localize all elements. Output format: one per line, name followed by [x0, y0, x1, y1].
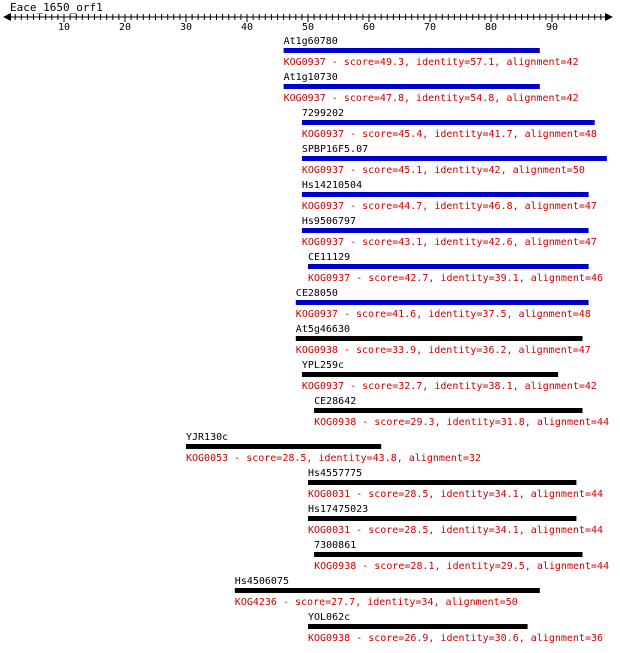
- hit-row[interactable]: CE28050 KOG0937 - score=41.6, identity=37…: [295, 288, 591, 320]
- hit-alignment-bar[interactable]: [283, 48, 540, 53]
- hit-row[interactable]: Hs14210504 KOG0937 - score=44.7, identity…: [301, 180, 597, 212]
- ruler-tick-label: 20: [119, 22, 131, 33]
- hit-row[interactable]: YPL259c KOG0937 - score=32.7, identity=38…: [301, 360, 597, 392]
- hit-alignment-bar[interactable]: [314, 408, 583, 413]
- hit-name[interactable]: CE11129: [308, 252, 350, 263]
- ruler-tick-label: 10: [58, 22, 70, 33]
- hit-details: KOG0938 - score=26.9, identity=30.6, ali…: [308, 633, 603, 644]
- hit-details: KOG0938 - score=33.9, identity=36.2, ali…: [296, 345, 591, 356]
- ruler-tick-label: 30: [180, 22, 192, 33]
- hit-alignment-bar[interactable]: [283, 84, 540, 89]
- hit-alignment-bar[interactable]: [295, 300, 589, 305]
- position-ruler: 10 20 30 40 50 60 70 80 90: [3, 13, 613, 33]
- hit-alignment-bar[interactable]: [308, 624, 528, 629]
- hit-row[interactable]: Hs9506797 KOG0937 - score=43.1, identity=…: [301, 216, 597, 248]
- ruler-tick-label: 90: [546, 22, 558, 33]
- hit-alignment-bar[interactable]: [308, 516, 577, 521]
- hit-row[interactable]: Hs17475023 KOG0031 - score=28.5, identity…: [308, 504, 603, 536]
- hit-details: KOG0937 - score=41.6, identity=37.5, ali…: [296, 309, 591, 320]
- hit-row[interactable]: Hs4506075 KOG4236 - score=27.7, identity=…: [234, 576, 540, 608]
- hit-name[interactable]: YJR130c: [186, 432, 228, 443]
- hit-name[interactable]: Hs14210504: [302, 180, 362, 191]
- ruler-tick-label: 40: [241, 22, 253, 33]
- ruler-tick-label: 80: [485, 22, 497, 33]
- hit-row[interactable]: CE11129 KOG0937 - score=42.7, identity=39…: [308, 252, 603, 284]
- hit-name[interactable]: Hs4557775: [308, 468, 362, 479]
- hit-name[interactable]: Hs4506075: [235, 576, 289, 587]
- hit-details: KOG0937 - score=32.7, identity=38.1, ali…: [302, 381, 597, 392]
- ruler-left-arrow-icon: [3, 13, 11, 21]
- hit-alignment-bar[interactable]: [295, 336, 583, 341]
- hit-name[interactable]: 7299202: [302, 108, 344, 119]
- hit-alignment-bar[interactable]: [234, 588, 540, 593]
- hit-row[interactable]: At1g10730 KOG0937 - score=47.8, identity=…: [283, 72, 579, 104]
- hit-row[interactable]: YJR130c KOG0053 - score=28.5, identity=43…: [186, 432, 481, 464]
- hit-alignment-bar[interactable]: [186, 444, 382, 449]
- hit-alignment-bar[interactable]: [301, 372, 559, 377]
- hit-details: KOG0937 - score=44.7, identity=46.8, ali…: [302, 201, 597, 212]
- hit-details: KOG0937 - score=45.4, identity=41.7, ali…: [302, 129, 597, 140]
- hit-name[interactable]: CE28050: [296, 288, 338, 299]
- hit-name[interactable]: At1g10730: [284, 72, 338, 83]
- hit-alignment-bar[interactable]: [308, 480, 577, 485]
- hit-row[interactable]: 7299202 KOG0937 - score=45.4, identity=41…: [301, 108, 597, 140]
- hit-alignment-bar[interactable]: [308, 264, 589, 269]
- hit-details: KOG0938 - score=29.3, identity=31.8, ali…: [314, 417, 609, 428]
- hit-details: KOG0031 - score=28.5, identity=34.1, ali…: [308, 489, 603, 500]
- hit-row[interactable]: At5g46630 KOG0938 - score=33.9, identity=…: [295, 324, 591, 356]
- hit-row[interactable]: CE28642 KOG0938 - score=29.3, identity=31…: [314, 396, 609, 428]
- hit-row[interactable]: SPBP16F5.07 KOG0937 - score=45.1, identit…: [301, 144, 607, 176]
- hit-name[interactable]: Hs9506797: [302, 216, 356, 227]
- hit-details: KOG0937 - score=49.3, identity=57.1, ali…: [284, 57, 579, 68]
- hit-details: KOG4236 - score=27.7, identity=34, align…: [235, 597, 518, 608]
- ruler-tick-label: 50: [302, 22, 314, 33]
- hit-row[interactable]: 7300861 KOG0938 - score=28.1, identity=29…: [314, 540, 609, 572]
- hit-details: KOG0937 - score=47.8, identity=54.8, ali…: [284, 93, 579, 104]
- ruler-right-arrow-icon: [605, 13, 613, 21]
- hit-details: KOG0031 - score=28.5, identity=34.1, ali…: [308, 525, 603, 536]
- ruler-tick-label: 70: [424, 22, 436, 33]
- hit-row[interactable]: At1g60780 KOG0937 - score=49.3, identity=…: [283, 36, 579, 68]
- query-title: Eace_1650_orf1: [10, 1, 103, 14]
- hit-alignment-bar[interactable]: [301, 192, 589, 197]
- hit-alignment-bar[interactable]: [301, 156, 607, 161]
- hit-alignment-bar[interactable]: [301, 120, 595, 125]
- hit-name[interactable]: YPL259c: [302, 360, 344, 371]
- hit-details: KOG0937 - score=43.1, identity=42.6, ali…: [302, 237, 597, 248]
- ruler-tick-label: 60: [363, 22, 375, 33]
- hit-list: At1g60780 KOG0937 - score=49.3, identity=…: [186, 36, 609, 644]
- hit-name[interactable]: 7300861: [314, 540, 356, 551]
- hit-details: KOG0937 - score=42.7, identity=39.1, ali…: [308, 273, 603, 284]
- hit-row[interactable]: YOL062c KOG0938 - score=26.9, identity=30…: [308, 612, 603, 644]
- hit-row[interactable]: Hs4557775 KOG0031 - score=28.5, identity=…: [308, 468, 603, 500]
- hit-name[interactable]: Hs17475023: [308, 504, 368, 515]
- hit-name[interactable]: SPBP16F5.07: [302, 144, 368, 155]
- hit-details: KOG0938 - score=28.1, identity=29.5, ali…: [314, 561, 609, 572]
- hit-alignment-bar[interactable]: [314, 552, 583, 557]
- hit-alignment-bar[interactable]: [301, 228, 589, 233]
- hit-name[interactable]: CE28642: [314, 396, 356, 407]
- hit-name[interactable]: At5g46630: [296, 324, 350, 335]
- hit-name[interactable]: At1g60780: [284, 36, 338, 47]
- hit-name[interactable]: YOL062c: [308, 612, 350, 623]
- hit-details: KOG0053 - score=28.5, identity=43.8, ali…: [186, 453, 481, 464]
- hit-details: KOG0937 - score=45.1, identity=42, align…: [302, 165, 585, 176]
